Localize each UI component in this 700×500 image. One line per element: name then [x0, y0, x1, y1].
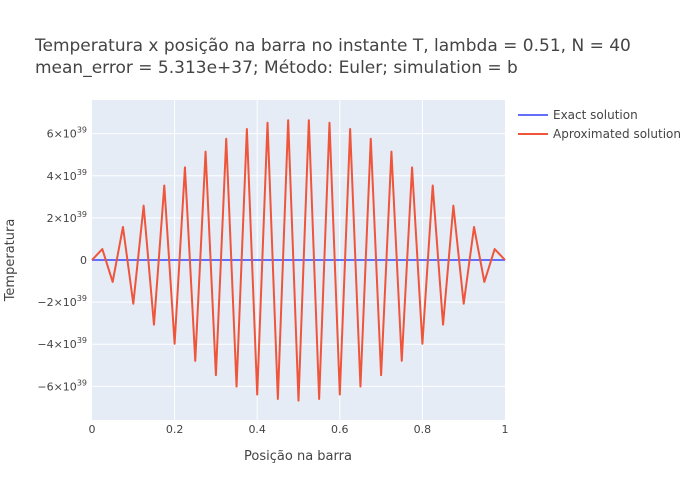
x-tick-label: 0.6	[331, 423, 349, 436]
x-tick-label: 0.2	[166, 423, 184, 436]
y-tick-label: 2×1039	[47, 210, 87, 225]
y-tick-label: 0	[80, 254, 87, 267]
x-axis-ticks: 0 0.2 0.4 0.6 0.8 1	[89, 423, 509, 436]
y-tick-label: −4×1039	[37, 336, 87, 351]
aproximated-solution-line	[91, 119, 506, 402]
y-tick-label: 4×1039	[47, 168, 87, 183]
chart-title-line2: mean_error = 5.313e+37; Método: Euler; s…	[35, 58, 518, 78]
legend[interactable]: Exact solution Aproximated solution	[518, 108, 681, 141]
y-tick-label: −6×1039	[37, 378, 87, 393]
y-axis-ticks: −6×1039 −4×1039 −2×1039 0 2×1039 4×1039 6×1039	[37, 126, 87, 394]
y-axis-title: Temperatura	[3, 219, 18, 303]
y-tick-label: 6×1039	[47, 126, 87, 141]
x-axis-title: Posição na barra	[244, 449, 352, 464]
x-tick-label: 0	[89, 423, 96, 436]
chart-title-line1: Temperatura x posição na barra no instan…	[34, 36, 631, 56]
series-layer	[91, 119, 506, 402]
x-tick-label: 1	[502, 423, 509, 436]
legend-approx-label[interactable]: Aproximated solution	[553, 127, 681, 141]
x-tick-label: 0.4	[248, 423, 266, 436]
y-tick-label: −2×1039	[37, 294, 87, 309]
legend-exact-label[interactable]: Exact solution	[553, 108, 638, 122]
x-tick-label: 0.8	[414, 423, 432, 436]
